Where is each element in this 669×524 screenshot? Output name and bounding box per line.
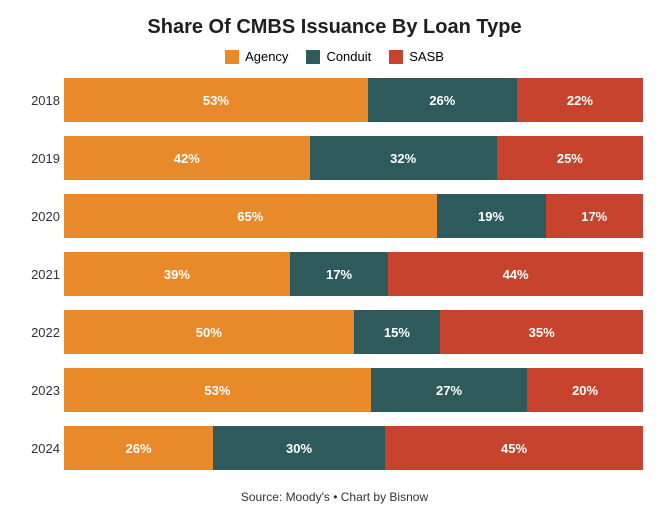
bar-value-label: 30% — [286, 441, 312, 456]
legend-swatch-sasb — [389, 50, 403, 64]
bar-segment-agency: 65% — [64, 194, 437, 238]
bar-value-label: 17% — [326, 267, 352, 282]
stacked-bar: 39% 17% 44% — [64, 252, 643, 296]
plot-area: 2018 53% 26% 22% 2019 42% 32% 25% 2020 65% 19% 17% 2… — [20, 78, 649, 470]
legend-item-sasb: SASB — [389, 49, 444, 64]
bar-value-label: 15% — [384, 325, 410, 340]
bar-segment-agency: 26% — [64, 426, 213, 470]
stacked-bar: 53% 27% 20% — [64, 368, 643, 412]
bar-segment-agency: 53% — [64, 368, 371, 412]
bar-segment-sasb: 25% — [497, 136, 643, 180]
y-axis-label: 2021 — [20, 267, 60, 282]
bar-segment-conduit: 26% — [368, 78, 517, 122]
bar-value-label: 42% — [174, 151, 200, 166]
stacked-bar: 26% 30% 45% — [64, 426, 643, 470]
bar-value-label: 27% — [436, 383, 462, 398]
chart-title: Share Of CMBS Issuance By Loan Type — [20, 16, 649, 39]
bar-row: 202250%15%35% — [64, 310, 643, 354]
y-axis-label: 2023 — [20, 383, 60, 398]
stacked-bar: 65% 19% 17% — [64, 194, 643, 238]
bar-segment-agency: 42% — [64, 136, 310, 180]
bar-row: 202426%30%45% — [64, 426, 643, 470]
bar-segment-sasb: 44% — [388, 252, 643, 296]
bar-segment-sasb: 17% — [546, 194, 643, 238]
bar-value-label: 22% — [567, 93, 593, 108]
legend-label-sasb: SASB — [409, 49, 444, 64]
bar-segment-conduit: 15% — [354, 310, 441, 354]
chart-footer: Source: Moody's • Chart by Bisnow — [20, 490, 649, 504]
bar-value-label: 65% — [237, 209, 263, 224]
bar-value-label: 45% — [501, 441, 527, 456]
y-axis-label: 2019 — [20, 151, 60, 166]
bar-value-label: 20% — [572, 383, 598, 398]
bar-value-label: 53% — [204, 383, 230, 398]
bar-row: 202139%17%44% — [64, 252, 643, 296]
legend-label-conduit: Conduit — [326, 49, 371, 64]
bar-row: 201853%26%22% — [64, 78, 643, 122]
bar-segment-conduit: 19% — [437, 194, 546, 238]
bar-segment-sasb: 45% — [385, 426, 643, 470]
legend-label-agency: Agency — [245, 49, 288, 64]
bar-segment-sasb: 22% — [517, 78, 643, 122]
bar-value-label: 39% — [164, 267, 190, 282]
legend-swatch-conduit — [306, 50, 320, 64]
bar-segment-agency: 50% — [64, 310, 354, 354]
bar-value-label: 26% — [126, 441, 152, 456]
bar-segment-sasb: 20% — [527, 368, 643, 412]
bar-value-label: 35% — [529, 325, 555, 340]
y-axis-label: 2018 — [20, 93, 60, 108]
bar-row: 202065%19%17% — [64, 194, 643, 238]
bar-segment-sasb: 35% — [440, 310, 643, 354]
y-axis-label: 2022 — [20, 325, 60, 340]
bar-value-label: 44% — [503, 267, 529, 282]
bar-segment-conduit: 27% — [371, 368, 527, 412]
stacked-bar: 42% 32% 25% — [64, 136, 643, 180]
legend-item-agency: Agency — [225, 49, 288, 64]
legend-item-conduit: Conduit — [306, 49, 371, 64]
chart-container: Share Of CMBS Issuance By Loan Type Agen… — [0, 0, 669, 524]
bar-segment-conduit: 17% — [290, 252, 388, 296]
bar-row: 202353%27%20% — [64, 368, 643, 412]
bar-value-label: 17% — [581, 209, 607, 224]
y-axis-label: 2020 — [20, 209, 60, 224]
legend-swatch-agency — [225, 50, 239, 64]
bar-value-label: 50% — [196, 325, 222, 340]
stacked-bar: 53% 26% 22% — [64, 78, 643, 122]
bar-value-label: 26% — [429, 93, 455, 108]
bar-value-label: 32% — [390, 151, 416, 166]
bar-segment-agency: 39% — [64, 252, 290, 296]
bar-value-label: 25% — [557, 151, 583, 166]
bar-segment-agency: 53% — [64, 78, 368, 122]
stacked-bar: 50% 15% 35% — [64, 310, 643, 354]
y-axis-label: 2024 — [20, 441, 60, 456]
bar-segment-conduit: 30% — [213, 426, 385, 470]
bar-segment-conduit: 32% — [310, 136, 497, 180]
legend: Agency Conduit SASB — [20, 49, 649, 64]
bar-value-label: 19% — [478, 209, 504, 224]
bar-value-label: 53% — [203, 93, 229, 108]
bar-row: 201942%32%25% — [64, 136, 643, 180]
